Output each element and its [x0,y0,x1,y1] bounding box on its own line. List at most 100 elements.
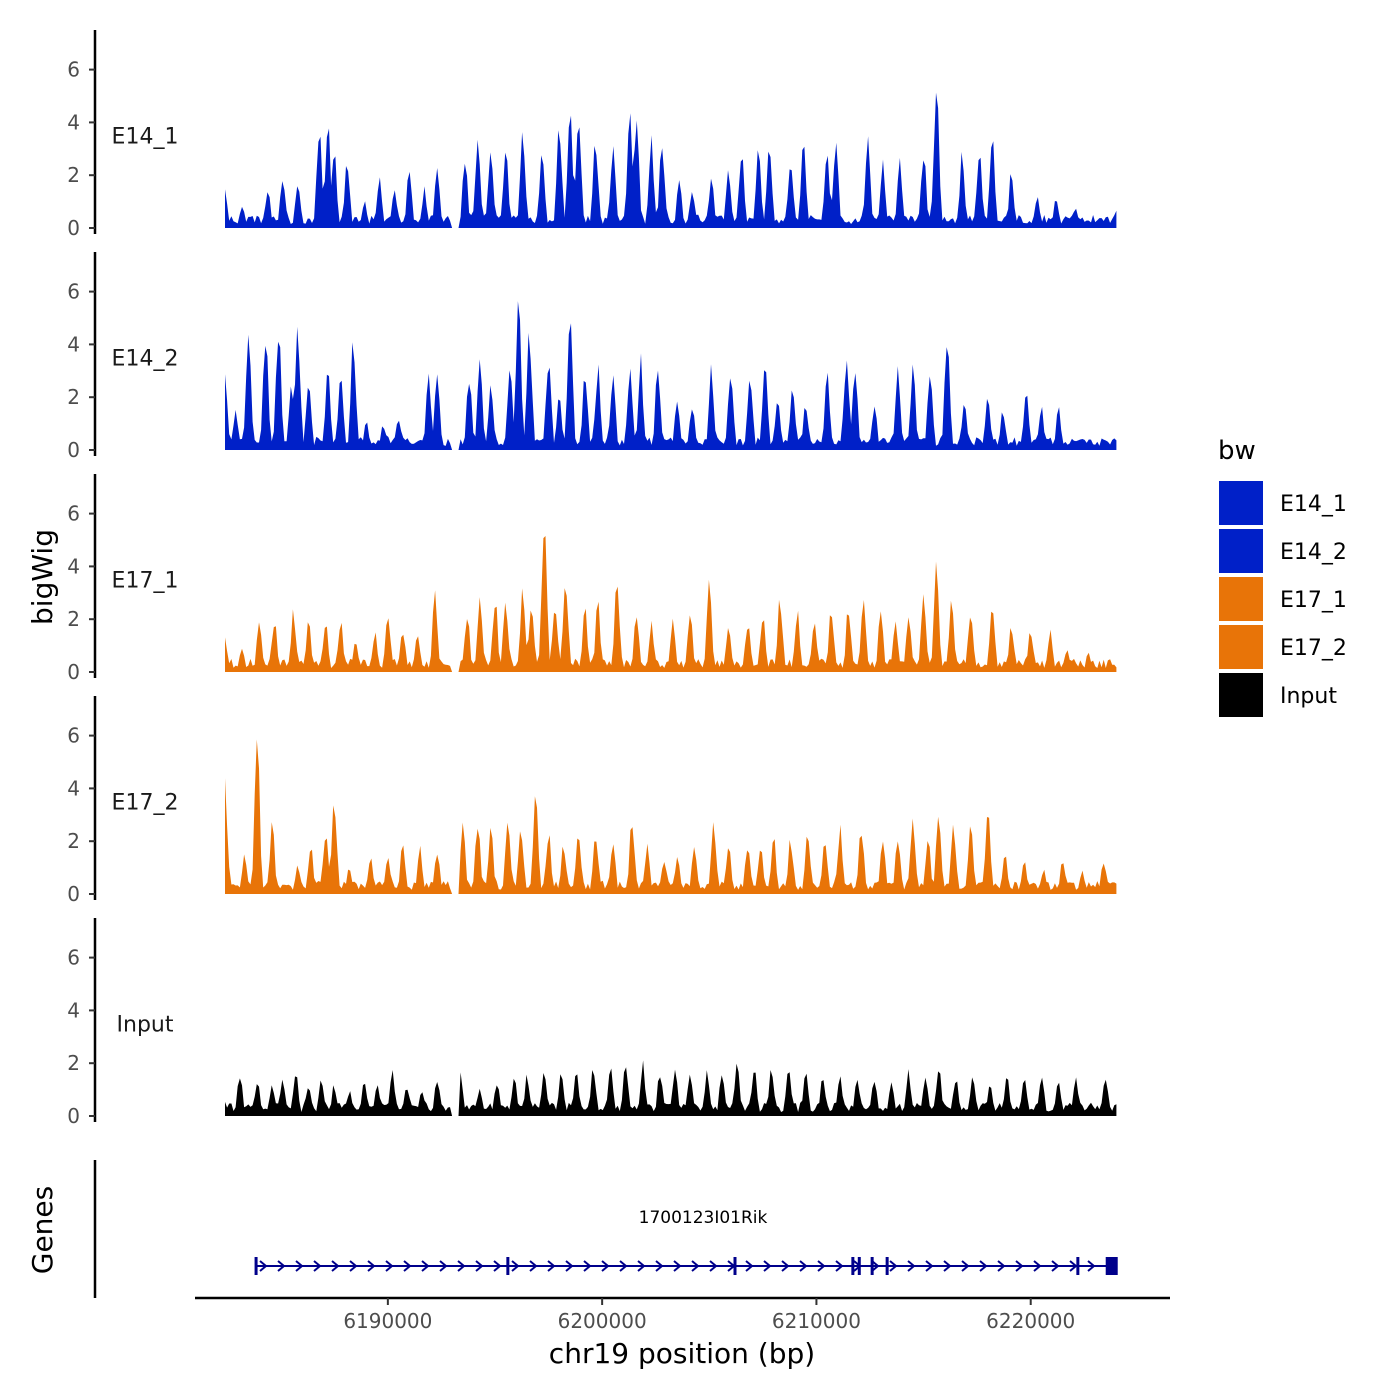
y-tick-label: 6 [67,724,80,748]
strand-chevron [601,1260,610,1272]
signal-area-E14_2 [225,301,1117,450]
legend-swatch-E14_2 [1217,527,1265,575]
strand-chevron [637,1260,646,1272]
strand-chevron [907,1260,916,1272]
y-tick-label: 2 [67,163,80,187]
x-tick-label: 6200000 [558,1309,647,1333]
strand-chevron [331,1260,340,1272]
legend-label-E17_1: E17_1 [1280,588,1347,613]
y-tick-label: 2 [67,829,80,853]
gene-name-label: 1700123I01Rik [639,1208,768,1228]
strand-chevron [529,1260,538,1272]
x-axis-title: chr19 position (bp) [549,1337,815,1370]
strand-chevron [781,1260,790,1272]
strand-chevron [295,1260,304,1272]
strand-chevron [997,1260,1006,1272]
strand-chevron [385,1260,394,1272]
panel-E14_1: 0 2 4 6 E14_1 [67,30,1117,240]
x-tick-label: 6220000 [986,1309,1075,1333]
panel-E14_2: 0 2 4 6 E14_2 [67,252,1117,462]
legend: bw E14_1 E14_2 E17_1 E17_2 Input [1217,436,1347,719]
y-tick-label: 2 [67,1051,80,1075]
strand-chevron [259,1260,268,1272]
track-label-E14_1: E14_1 [112,125,179,150]
x-axis-ticks: 6190000 6200000 6210000 6220000 [343,1298,1075,1333]
track-label-E14_2: E14_2 [112,347,179,372]
y-tick-label: 4 [67,332,80,356]
strand-chevron [403,1260,412,1272]
y-tick-label: 4 [67,110,80,134]
signal-area-E17_2 [225,739,1117,894]
strand-chevron [439,1260,448,1272]
gene-model [254,1257,1118,1275]
gene-exon [870,1257,874,1275]
signal-panels: 0 2 4 6 E14_1 0 2 4 6 E14_2 0 2 4 6 E17_1 0 2 4 6 E17_2 0 2 4 6… [67,30,1117,1128]
strand-chevron [925,1260,934,1272]
strand-chevron [871,1260,880,1272]
y-tick-label: 0 [67,438,80,462]
strand-chevron [349,1260,358,1272]
strand-chevron [961,1260,970,1272]
strand-chevron [1069,1260,1078,1272]
genes-axis-label: Genes [26,1186,59,1274]
strand-chevron [1015,1260,1024,1272]
y-tick-label: 6 [67,58,80,82]
track-label-E17_2: E17_2 [112,791,179,816]
gene-track-panel: Genes 1700123I01Rik [26,1160,1118,1298]
gene-exon [857,1257,861,1275]
legend-label-E14_1: E14_1 [1280,492,1347,517]
y-tick-label: 2 [67,385,80,409]
strand-chevron [979,1260,988,1272]
x-tick-label: 6210000 [772,1309,861,1333]
legend-swatch-Input [1217,671,1265,719]
track-label-Input: Input [117,1013,174,1038]
strand-chevron [763,1260,772,1272]
strand-chevron [367,1260,376,1272]
legend-label-Input: Input [1280,684,1337,709]
y-tick-label: 0 [67,1104,80,1128]
gene-exon [506,1257,510,1275]
x-tick-label: 6190000 [343,1309,432,1333]
panel-E17_2: 0 2 4 6 E17_2 [67,696,1117,906]
strand-chevron [745,1260,754,1272]
strand-chevron [619,1260,628,1272]
legend-swatch-E17_1 [1217,575,1265,623]
strand-chevron [511,1260,520,1272]
strand-chevron [799,1260,808,1272]
gene-exon [733,1257,737,1275]
y-tick-label: 6 [67,280,80,304]
gene-exon [851,1257,855,1275]
y-tick-label: 0 [67,216,80,240]
y-tick-label: 6 [67,946,80,970]
gene-exon [885,1257,889,1275]
strand-chevron [691,1260,700,1272]
y-tick-label: 4 [67,998,80,1022]
y-tick-label: 0 [67,882,80,906]
y-axis-title: bigWig [26,529,59,625]
y-tick-label: 2 [67,607,80,631]
x-axis: 6190000 6200000 6210000 6220000 chr19 posit… [195,1296,1170,1370]
strand-chevron [1087,1260,1096,1272]
signal-area-Input [225,1060,1117,1116]
strand-chevron [943,1260,952,1272]
strand-chevron [655,1260,664,1272]
track-label-E17_1: E17_1 [112,569,179,594]
strand-chevron [1051,1260,1060,1272]
strand-chevron [313,1260,322,1272]
strand-chevron [709,1260,718,1272]
signal-area-E17_1 [225,536,1117,672]
legend-title: bw [1218,436,1256,466]
y-tick-label: 4 [67,554,80,578]
strand-chevron [421,1260,430,1272]
legend-label-E17_2: E17_2 [1280,636,1347,661]
y-tick-label: 0 [67,660,80,684]
gene-exon [254,1257,258,1275]
gene-exon [1076,1257,1080,1275]
legend-items: E14_1 E14_2 E17_1 E17_2 Input [1217,479,1347,719]
panel-Input: 0 2 4 6 Input [67,918,1117,1128]
strand-chevron [493,1260,502,1272]
strand-chevron [1033,1260,1042,1272]
strand-chevron [889,1260,898,1272]
strand-chevron [583,1260,592,1272]
